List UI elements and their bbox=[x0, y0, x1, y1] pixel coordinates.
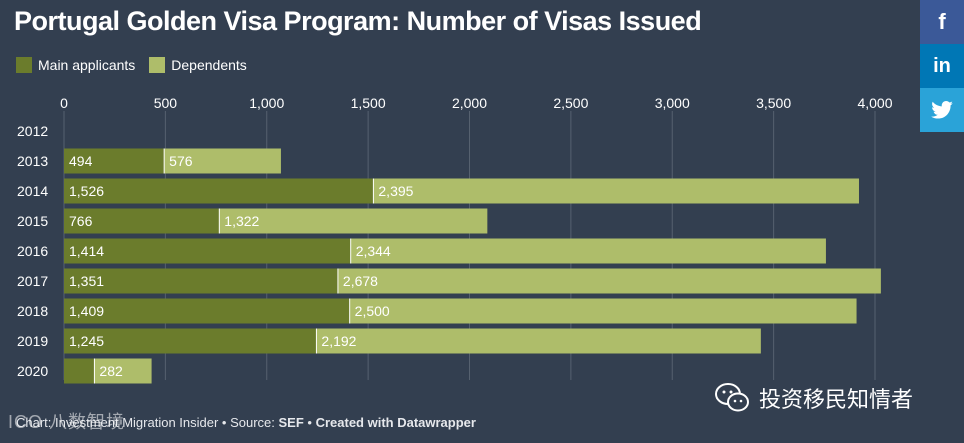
data-label: 1,414 bbox=[69, 243, 104, 259]
legend: Main applicants Dependents bbox=[16, 57, 261, 73]
bar-main-applicants bbox=[64, 328, 317, 354]
twitter-icon bbox=[931, 101, 953, 119]
x-tick-label: 4,000 bbox=[857, 95, 892, 111]
bar-main-applicants bbox=[64, 148, 165, 174]
bar-main-applicants bbox=[64, 208, 220, 234]
data-label: 2,344 bbox=[356, 243, 391, 259]
data-label: 1,526 bbox=[69, 183, 104, 199]
x-tick-label: 3,000 bbox=[655, 95, 690, 111]
bar-dependents bbox=[350, 238, 826, 264]
wechat-icon bbox=[715, 383, 749, 412]
bar-main-applicants bbox=[64, 268, 338, 294]
legend-item-dependents: Dependents bbox=[149, 57, 247, 73]
y-category-label: 2016 bbox=[17, 243, 48, 259]
bar-main-applicants bbox=[64, 298, 350, 324]
footer-separator: • bbox=[303, 415, 316, 430]
data-label: 576 bbox=[169, 153, 193, 169]
y-category-label: 2014 bbox=[17, 183, 48, 199]
data-label: 494 bbox=[69, 153, 93, 169]
y-category-label: 2020 bbox=[17, 363, 48, 379]
bar-dependents bbox=[94, 358, 152, 384]
x-tick-label: 2,000 bbox=[452, 95, 487, 111]
data-label: 1,351 bbox=[69, 273, 104, 289]
x-tick-label: 1,500 bbox=[351, 95, 386, 111]
x-tick-label: 2,500 bbox=[553, 95, 588, 111]
y-category-label: 2017 bbox=[17, 273, 48, 289]
bar-dependents bbox=[373, 178, 859, 204]
y-category-label: 2019 bbox=[17, 333, 48, 349]
y-category-label: 2015 bbox=[17, 213, 48, 229]
y-category-label: 2018 bbox=[17, 303, 48, 319]
legend-swatch-dependents bbox=[149, 57, 166, 73]
y-category-label: 2013 bbox=[17, 153, 48, 169]
legend-label-main: Main applicants bbox=[38, 57, 136, 73]
data-label: 1,409 bbox=[69, 303, 104, 319]
facebook-share-button[interactable]: f bbox=[920, 0, 964, 44]
data-label: 2,395 bbox=[378, 183, 413, 199]
bar-dependents bbox=[316, 328, 761, 354]
bar-dependents bbox=[337, 268, 881, 294]
footer-credit: Chart: Investment Migration Insider • So… bbox=[16, 415, 476, 430]
footer-datawrapper-link[interactable]: Created with Datawrapper bbox=[315, 415, 476, 430]
footer-prefix: Chart: Investment Migration Insider • So… bbox=[16, 415, 279, 430]
footer-source[interactable]: SEF bbox=[278, 415, 304, 430]
x-tick-label: 1,000 bbox=[249, 95, 284, 111]
twitter-share-button[interactable] bbox=[920, 88, 964, 132]
data-label: 1,245 bbox=[69, 333, 104, 349]
data-label: 282 bbox=[99, 363, 123, 379]
bar-dependents bbox=[349, 298, 857, 324]
bar-main-applicants bbox=[64, 178, 374, 204]
legend-item-main: Main applicants bbox=[16, 57, 135, 73]
bar-main-applicants bbox=[64, 358, 95, 384]
data-label: 2,500 bbox=[355, 303, 390, 319]
data-label: 2,192 bbox=[321, 333, 356, 349]
legend-label-dependents: Dependents bbox=[171, 57, 247, 73]
wechat-watermark: 投资移民知情者 bbox=[715, 382, 913, 414]
bar-dependents bbox=[164, 148, 281, 174]
facebook-icon: f bbox=[938, 9, 946, 34]
y-category-label: 2012 bbox=[17, 123, 48, 139]
chart-title: Portugal Golden Visa Program: Number of … bbox=[14, 6, 702, 36]
legend-swatch-main bbox=[16, 57, 32, 73]
watermark-ocr: ICO 八数智境 bbox=[8, 412, 126, 432]
x-tick-label: 500 bbox=[154, 95, 178, 111]
bar-dependents bbox=[219, 208, 488, 234]
x-tick-label: 3,500 bbox=[756, 95, 791, 111]
data-label: 766 bbox=[69, 213, 93, 229]
data-label: 2,678 bbox=[343, 273, 378, 289]
linkedin-share-button[interactable]: in bbox=[920, 44, 964, 88]
bar-main-applicants bbox=[64, 238, 351, 264]
x-tick-label: 0 bbox=[60, 95, 68, 111]
linkedin-icon: in bbox=[933, 54, 951, 77]
data-label: 1,322 bbox=[224, 213, 259, 229]
wechat-account-name: 投资移民知情者 bbox=[759, 388, 914, 413]
